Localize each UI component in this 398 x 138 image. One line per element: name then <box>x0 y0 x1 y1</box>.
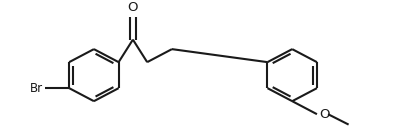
Text: Br: Br <box>30 82 43 95</box>
Text: O: O <box>128 1 138 14</box>
Text: O: O <box>319 108 330 121</box>
